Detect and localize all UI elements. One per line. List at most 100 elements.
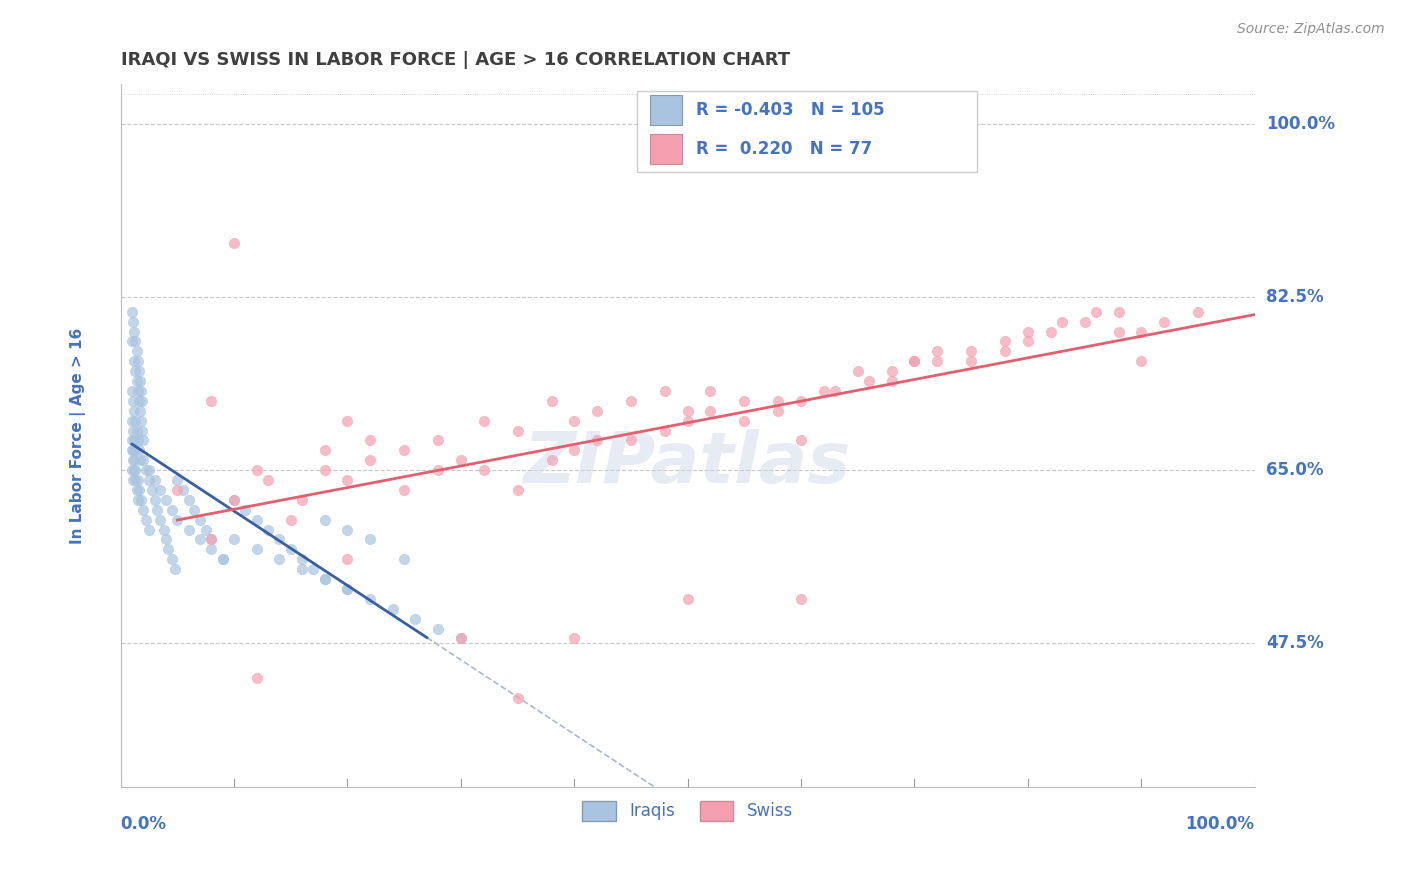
Point: [165, 562, 187, 576]
Point: [124, 443, 146, 458]
Point: [392, 443, 415, 458]
Point: [132, 453, 155, 467]
Text: 100.0%: 100.0%: [1185, 815, 1254, 833]
Text: ZIPatlas: ZIPatlas: [524, 429, 852, 498]
Point: [138, 473, 160, 487]
Point: [129, 492, 152, 507]
Point: [562, 414, 585, 428]
Point: [562, 443, 585, 458]
Point: [359, 591, 381, 606]
Point: [927, 354, 949, 368]
Point: [129, 384, 152, 398]
FancyBboxPatch shape: [650, 134, 682, 163]
Text: 100.0%: 100.0%: [1265, 115, 1334, 133]
Point: [880, 374, 903, 388]
Point: [1108, 305, 1130, 319]
Point: [146, 502, 169, 516]
Point: [135, 513, 157, 527]
Point: [336, 473, 359, 487]
Point: [124, 334, 146, 349]
Point: [128, 483, 150, 497]
FancyBboxPatch shape: [637, 91, 977, 172]
Point: [314, 463, 336, 477]
Point: [427, 622, 450, 636]
Point: [858, 374, 880, 388]
Point: [127, 384, 149, 398]
Point: [166, 483, 188, 497]
Text: In Labor Force | Age > 16: In Labor Force | Age > 16: [69, 327, 86, 543]
Point: [129, 414, 152, 428]
Point: [222, 235, 245, 250]
Point: [127, 473, 149, 487]
Point: [880, 364, 903, 378]
Point: [129, 374, 152, 388]
Point: [359, 434, 381, 448]
Point: [194, 523, 217, 537]
Point: [302, 562, 325, 576]
Point: [177, 492, 200, 507]
Point: [122, 424, 145, 438]
Point: [166, 513, 188, 527]
Point: [128, 393, 150, 408]
Point: [1187, 305, 1209, 319]
Point: [903, 354, 925, 368]
Point: [427, 463, 450, 477]
Point: [586, 434, 609, 448]
Point: [131, 424, 153, 438]
Point: [149, 483, 172, 497]
Point: [994, 334, 1017, 349]
Point: [1017, 325, 1039, 339]
Point: [359, 453, 381, 467]
Point: [121, 463, 143, 477]
Point: [122, 453, 145, 467]
Point: [246, 463, 269, 477]
Point: [200, 393, 222, 408]
Point: [246, 671, 269, 685]
Point: [257, 523, 280, 537]
Point: [314, 572, 336, 586]
Point: [155, 492, 177, 507]
Point: [1084, 305, 1107, 319]
Point: [1050, 315, 1073, 329]
Point: [138, 463, 160, 477]
Point: [122, 315, 145, 329]
Point: [177, 523, 200, 537]
Point: [960, 344, 983, 359]
Point: [152, 523, 174, 537]
Point: [1130, 325, 1153, 339]
Point: [846, 364, 869, 378]
Point: [269, 533, 291, 547]
Point: [257, 473, 280, 487]
Point: [392, 552, 415, 566]
Point: [450, 453, 472, 467]
Text: Source: ZipAtlas.com: Source: ZipAtlas.com: [1237, 22, 1385, 37]
Point: [733, 393, 755, 408]
Point: [392, 483, 415, 497]
Point: [676, 414, 699, 428]
Point: [654, 424, 676, 438]
Point: [768, 404, 790, 418]
Point: [160, 552, 183, 566]
Point: [127, 492, 149, 507]
Point: [222, 492, 245, 507]
Point: [1108, 325, 1130, 339]
Point: [506, 424, 529, 438]
Point: [790, 434, 813, 448]
Point: [132, 502, 155, 516]
Point: [125, 424, 148, 438]
Point: [122, 463, 145, 477]
Point: [122, 325, 145, 339]
Point: [291, 552, 314, 566]
Point: [122, 404, 145, 418]
Point: [269, 552, 291, 566]
Point: [183, 502, 205, 516]
Point: [121, 384, 143, 398]
Point: [188, 513, 211, 527]
Point: [927, 344, 949, 359]
Point: [450, 632, 472, 646]
Point: [211, 552, 233, 566]
Point: [676, 591, 699, 606]
Point: [654, 384, 676, 398]
Point: [336, 582, 359, 596]
Point: [586, 404, 609, 418]
